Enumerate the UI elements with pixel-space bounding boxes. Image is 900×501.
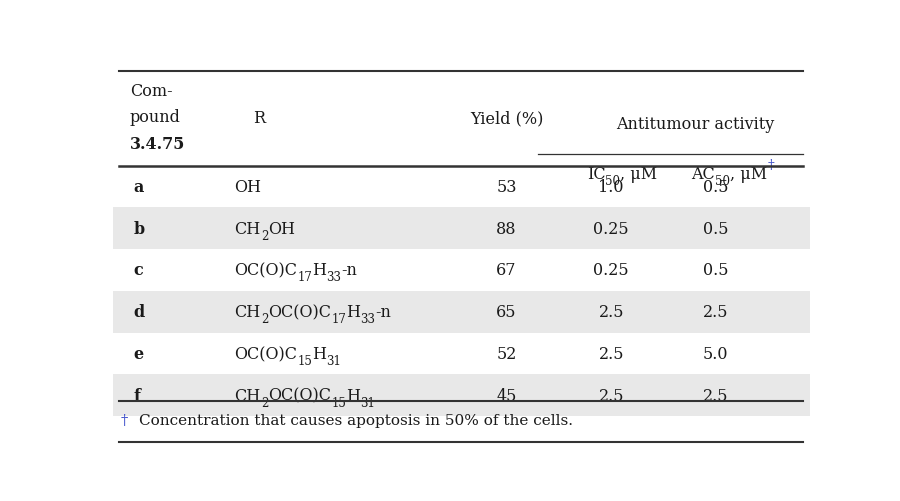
Text: , μM: , μM	[620, 165, 658, 182]
Text: c: c	[133, 262, 143, 279]
Text: 0.5: 0.5	[703, 220, 729, 237]
Text: OC(O)C: OC(O)C	[235, 262, 298, 279]
Text: 31: 31	[327, 354, 341, 367]
Text: Antitumour activity: Antitumour activity	[616, 115, 774, 132]
Text: 15: 15	[298, 354, 312, 367]
Text: 1.0: 1.0	[598, 178, 624, 195]
Text: e: e	[133, 345, 144, 362]
Text: Com-: Com-	[130, 83, 173, 100]
Text: H: H	[312, 262, 327, 279]
Text: 50: 50	[716, 174, 730, 187]
Text: Yield (%): Yield (%)	[470, 110, 544, 127]
Text: 45: 45	[497, 387, 517, 404]
Text: H: H	[346, 387, 360, 404]
Text: 88: 88	[496, 220, 517, 237]
Text: 5.0: 5.0	[703, 345, 729, 362]
Text: OC(O)C: OC(O)C	[235, 345, 298, 362]
Text: 52: 52	[497, 345, 517, 362]
Text: f: f	[133, 387, 140, 404]
Text: d: d	[133, 304, 145, 321]
Text: 0.5: 0.5	[703, 262, 729, 279]
Text: AC: AC	[691, 165, 716, 182]
Text: 2: 2	[261, 229, 268, 242]
Text: 17: 17	[298, 271, 312, 284]
Text: OC(O)C: OC(O)C	[268, 304, 331, 321]
Text: OC(O)C: OC(O)C	[268, 387, 331, 404]
Text: 65: 65	[496, 304, 517, 321]
Text: -n: -n	[375, 304, 391, 321]
Text: a: a	[133, 178, 144, 195]
Bar	[112, 291, 810, 333]
Text: 2: 2	[261, 313, 268, 326]
Text: OH: OH	[268, 220, 295, 237]
Text: CH: CH	[235, 304, 261, 321]
Text: -n: -n	[341, 262, 357, 279]
Text: 33: 33	[360, 313, 375, 326]
Text: 2.5: 2.5	[598, 304, 624, 321]
Text: CH: CH	[235, 387, 261, 404]
Text: IC: IC	[587, 165, 606, 182]
Text: 15: 15	[331, 396, 346, 409]
Text: H: H	[312, 345, 327, 362]
Text: , μM: , μM	[730, 165, 768, 182]
Bar	[112, 208, 810, 249]
Text: b: b	[133, 220, 145, 237]
Text: 3.4.75: 3.4.75	[130, 135, 185, 152]
Text: 53: 53	[496, 178, 517, 195]
Text: 2.5: 2.5	[703, 304, 729, 321]
Text: R: R	[253, 110, 265, 127]
Text: 2.5: 2.5	[598, 387, 624, 404]
Text: 31: 31	[360, 396, 375, 409]
Text: OH: OH	[235, 178, 262, 195]
Text: 50: 50	[606, 174, 620, 187]
Text: 33: 33	[327, 271, 341, 284]
Text: †: †	[121, 413, 128, 427]
Bar	[112, 375, 810, 416]
Text: 2.5: 2.5	[703, 387, 729, 404]
Text: 17: 17	[331, 313, 346, 326]
Text: 0.25: 0.25	[593, 220, 629, 237]
Text: 2.5: 2.5	[598, 345, 624, 362]
Text: 67: 67	[496, 262, 517, 279]
Text: 0.25: 0.25	[593, 262, 629, 279]
Text: 2: 2	[261, 396, 268, 409]
Text: †: †	[768, 159, 774, 172]
Text: pound: pound	[130, 108, 181, 125]
Text: H: H	[346, 304, 360, 321]
Text: CH: CH	[235, 220, 261, 237]
Text: Concentration that causes apoptosis in 50% of the cells.: Concentration that causes apoptosis in 5…	[139, 413, 573, 427]
Text: 0.5: 0.5	[703, 178, 729, 195]
